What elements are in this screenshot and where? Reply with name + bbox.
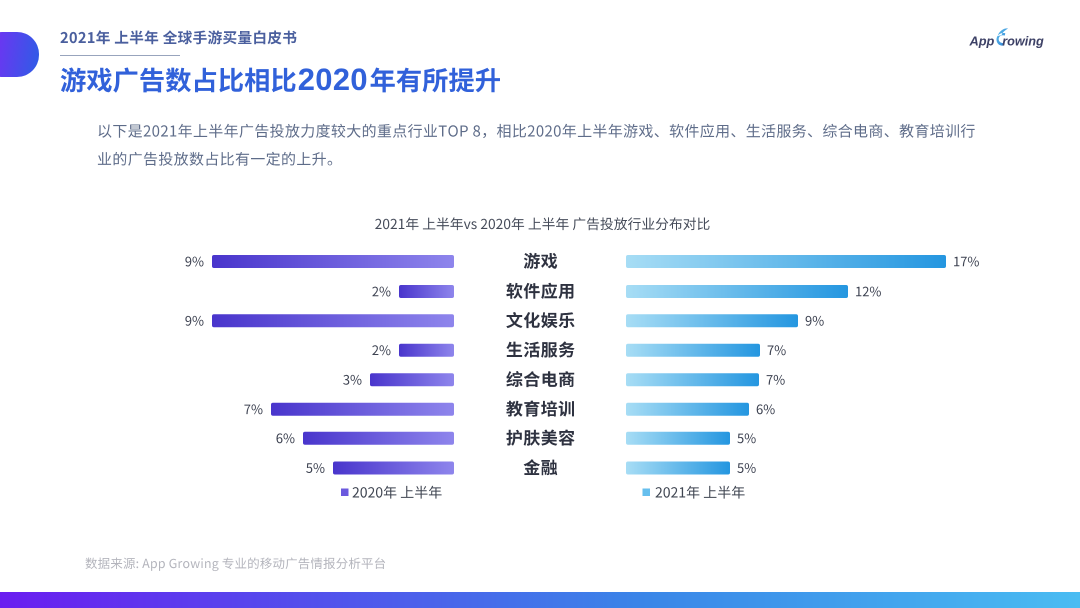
- svg-text:rowing: rowing: [1002, 34, 1044, 48]
- svg-text:App: App: [969, 33, 995, 48]
